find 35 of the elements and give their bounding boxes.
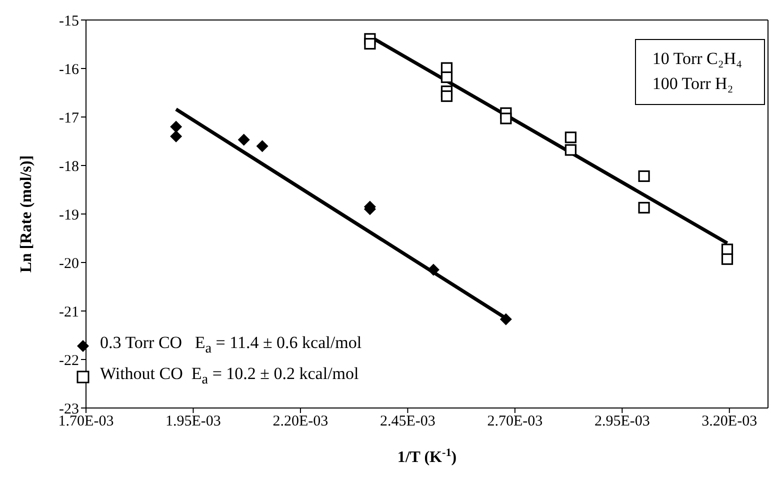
y-tick-label: -19 <box>59 207 79 224</box>
point <box>440 90 453 102</box>
y-tick-label: -17 <box>59 110 80 126</box>
point <box>170 120 182 133</box>
y-tick-label: -20 <box>59 256 79 272</box>
point <box>721 253 734 265</box>
y-tick-label: -21 <box>59 304 79 320</box>
y-tick-label: -22 <box>59 352 79 369</box>
x-tick-label: 2.20E-03 <box>272 414 328 430</box>
point <box>638 202 650 214</box>
point <box>256 140 268 152</box>
point <box>170 130 182 142</box>
y-tick-label: -16 <box>59 62 80 78</box>
x-tick-label: 2.45E-03 <box>380 414 436 430</box>
x-tick-label: 3.20E-03 <box>702 414 758 430</box>
point <box>564 144 576 156</box>
x-axis-title: 1/T (K$^{-1}$) <box>397 447 457 466</box>
point <box>564 132 576 144</box>
y-axis-title: Ln [Rate (mol/s)] <box>18 155 34 273</box>
y-tick-label: -18 <box>59 158 79 175</box>
point <box>364 38 376 50</box>
legend-label: 0.3 Torr CO E$_{a}$ = 11.4 ± 0.6 kcal/mol <box>100 332 362 358</box>
x-tick-label: 1.70E-03 <box>58 414 114 430</box>
point <box>500 313 512 326</box>
x-tick-label: 2.95E-03 <box>594 414 650 430</box>
point <box>638 170 650 182</box>
point <box>427 264 440 276</box>
x-tick-label: 1.95E-03 <box>166 414 221 430</box>
note-box: 10 Torr C₂H₄ 100 Torr H₂ <box>635 39 765 105</box>
point <box>238 134 250 146</box>
legend-label: Without CO E$_{a}$ = 10.2 ± 0.2 kcal/mol <box>100 363 359 390</box>
point <box>500 112 512 124</box>
x-tick-label: 2.70E-03 <box>487 414 543 430</box>
point <box>440 71 453 84</box>
y-tick-label: -15 <box>59 13 79 30</box>
